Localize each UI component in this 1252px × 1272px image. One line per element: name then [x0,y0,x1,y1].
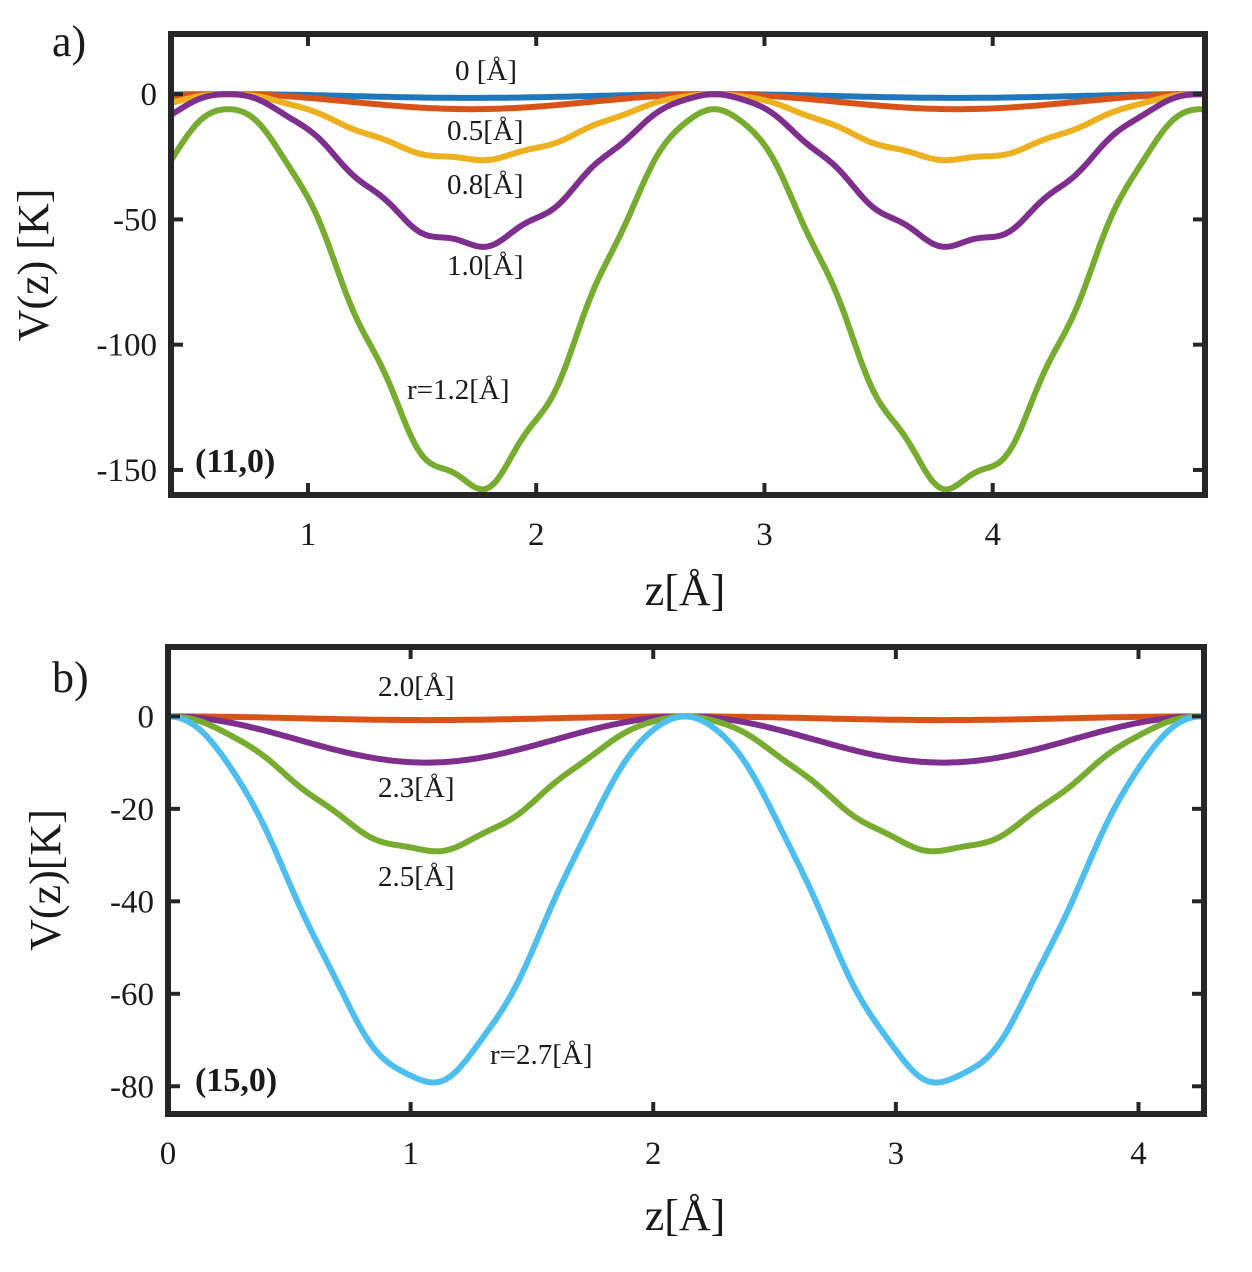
curve-label-b-3: r=2.7[Å] [490,1039,593,1071]
y-tick-label-b-0: 0 [138,699,155,735]
curve-label-a-1: 0.5[Å] [447,115,524,147]
curve-label-a-0: 0 [Å] [455,55,517,87]
x-tick-label-a-3: 4 [984,517,1001,553]
series-line-b-1 [168,713,1204,766]
x-tick-label-a-0: 1 [300,517,317,553]
curve-label-b-1: 2.3[Å] [378,772,455,804]
y-tick-label-a-1: -50 [113,202,157,238]
y-tick-label-a-3: -150 [97,453,158,489]
panel-a-curves [171,91,1205,493]
x-tick-label-b-2: 2 [645,1136,662,1172]
x-tick-label-b-0: 0 [160,1136,177,1172]
series-line-a-3 [171,91,1205,250]
y-tick-label-b-4: -80 [110,1069,154,1105]
x-tick-label-a-1: 2 [528,517,545,553]
curve-label-a-4: r=1.2[Å] [407,374,510,406]
panel-a-ylabel: V(z) [K] [9,189,58,342]
panel-b-curves [168,713,1204,1086]
panel-b-frame [165,644,1207,1117]
curve-label-b-0: 2.0[Å] [378,671,455,703]
curve-label-a-3: 1.0[Å] [447,250,524,282]
panel-a: a) 1 2 3 40-50-100-150 0 [Å] 0.5[Å] 0.8[Å] … [9,17,1208,615]
panel-a-letter: a) [52,17,86,66]
y-tick-label-b-3: -60 [110,977,154,1013]
curve-label-a-2: 0.8[Å] [447,169,524,201]
panel-b-tag: (15,0) [195,1062,277,1099]
y-tick-label-b-2: -40 [110,884,154,920]
y-tick-label-a-2: -100 [97,328,158,364]
panel-a-xlabel: z[Å] [645,566,726,615]
x-tick-label-b-4: 4 [1130,1136,1147,1172]
x-tick-label-b-1: 1 [402,1136,419,1172]
panel-a-tag: (11,0) [195,443,275,480]
y-tick-label-b-1: -20 [110,792,154,828]
panel-b: b) 0 1 2 3 4 0 -20 -40 -60 -80 2.0[Å] 2.3[Å] 2.5[… [21,644,1207,1240]
panel-b-ticks: 0 1 2 3 4 0 -20 -40 -60 -80 [110,647,1204,1172]
series-line-b-3 [168,713,1204,1086]
series-line-a-4 [171,106,1205,493]
panel-b-xlabel: z[Å] [645,1191,726,1240]
series-line-b-2 [168,713,1204,855]
curve-label-b-2: 2.5[Å] [378,861,455,893]
panel-b-ylabel: V(z)[K] [21,809,70,951]
panel-b-letter: b) [52,653,89,702]
y-tick-label-a-0: 0 [141,77,158,113]
x-tick-label-a-2: 3 [756,517,773,553]
panel-a-frame [168,31,1208,498]
x-tick-label-b-3: 3 [888,1136,905,1172]
